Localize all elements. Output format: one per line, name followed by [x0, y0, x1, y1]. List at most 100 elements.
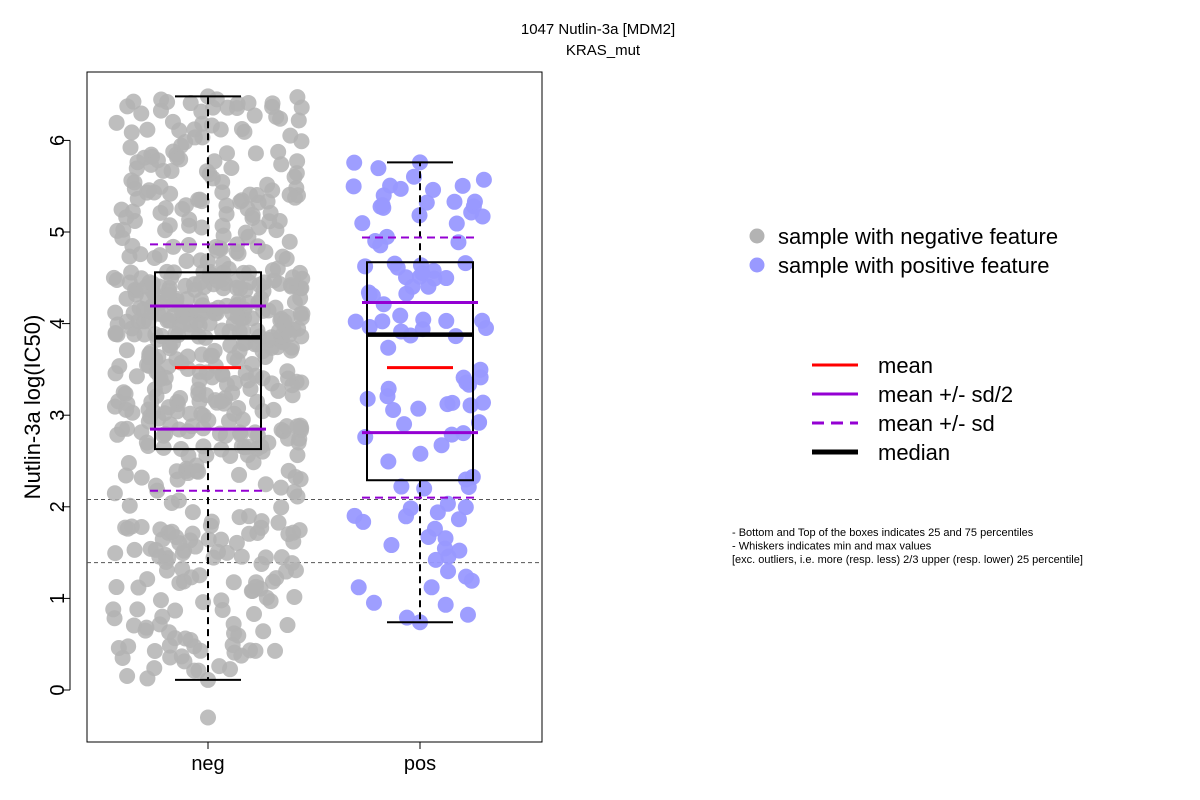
footnote-line: - Whiskers indicates min and max values — [732, 541, 932, 553]
data-point — [172, 151, 189, 168]
data-point — [133, 105, 150, 122]
data-point — [273, 499, 290, 516]
data-point — [257, 476, 274, 493]
data-point — [138, 619, 155, 636]
data-point — [271, 275, 288, 292]
x-tick-label: neg — [191, 753, 224, 775]
data-point — [172, 390, 189, 407]
data-point — [260, 434, 277, 451]
data-point — [286, 294, 303, 311]
data-point — [132, 246, 149, 263]
data-point — [194, 115, 211, 132]
data-point — [240, 372, 257, 389]
data-point — [106, 610, 123, 627]
y-tick-label: 3 — [47, 410, 69, 421]
data-point — [107, 326, 124, 343]
data-point — [224, 636, 241, 653]
box — [154, 271, 262, 451]
data-point — [281, 186, 298, 203]
data-point — [146, 642, 163, 659]
data-point — [346, 154, 363, 171]
data-point — [125, 93, 142, 110]
data-point — [270, 514, 287, 531]
y-axis-title: Nutlin-3a log(IC50) — [20, 315, 45, 500]
data-point — [231, 343, 248, 360]
data-point — [121, 274, 138, 291]
data-point — [454, 177, 471, 194]
data-point — [115, 384, 132, 401]
data-point — [418, 194, 435, 211]
data-point — [425, 181, 442, 198]
data-point — [135, 301, 152, 318]
data-point — [108, 579, 125, 596]
data-point — [173, 648, 190, 665]
data-point — [192, 292, 209, 309]
y-tick-label: 0 — [47, 684, 69, 695]
data-point — [472, 361, 489, 378]
data-point — [162, 649, 179, 666]
data-point — [361, 318, 378, 335]
data-point — [107, 545, 124, 562]
data-point — [191, 191, 208, 208]
data-point — [392, 180, 409, 197]
data-point — [249, 393, 266, 410]
data-point — [218, 145, 235, 162]
data-point — [281, 233, 298, 250]
data-point — [200, 709, 216, 726]
data-point — [210, 299, 227, 316]
data-point — [475, 171, 492, 188]
data-point — [446, 193, 463, 210]
data-point — [380, 339, 397, 356]
data-point — [350, 579, 367, 596]
data-point — [114, 230, 131, 247]
data-point — [184, 418, 201, 435]
data-point — [225, 574, 242, 591]
data-point — [107, 365, 124, 382]
data-point — [139, 571, 156, 588]
data-point — [262, 593, 279, 610]
data-point — [289, 418, 306, 435]
data-point — [398, 508, 415, 525]
data-point — [200, 412, 217, 429]
data-point — [273, 549, 290, 566]
data-point — [244, 206, 261, 223]
data-point — [265, 401, 282, 418]
legend-point-marker — [749, 257, 765, 273]
data-point — [457, 499, 474, 516]
data-point — [152, 592, 169, 609]
data-point — [289, 89, 306, 106]
data-point — [286, 588, 303, 605]
data-point — [106, 485, 123, 502]
data-point — [214, 217, 231, 234]
data-point — [161, 340, 178, 357]
data-point — [291, 522, 308, 539]
data-point — [438, 270, 455, 287]
data-point — [267, 642, 284, 659]
data-point — [190, 463, 207, 480]
data-point — [126, 326, 143, 343]
data-point — [229, 100, 246, 117]
data-point — [263, 375, 280, 392]
data-point — [178, 252, 195, 269]
data-point — [224, 304, 241, 321]
data-point — [466, 193, 483, 210]
data-point — [202, 517, 219, 534]
data-point — [280, 370, 297, 387]
data-point — [195, 438, 212, 455]
data-point — [438, 312, 455, 329]
data-point — [248, 578, 265, 595]
legend-point-marker — [749, 228, 765, 244]
data-point — [191, 393, 208, 410]
data-point — [171, 535, 188, 552]
data-point — [365, 594, 382, 611]
data-point — [404, 278, 421, 295]
data-point — [450, 511, 467, 528]
data-point — [139, 121, 156, 138]
data-point — [386, 255, 403, 272]
legend-point-label: sample with positive feature — [778, 253, 1049, 278]
footnotes: - Bottom and Top of the boxes indicates … — [732, 527, 1083, 566]
data-points — [105, 88, 494, 726]
data-point — [122, 139, 139, 156]
data-point — [118, 342, 135, 359]
data-point — [163, 523, 180, 540]
